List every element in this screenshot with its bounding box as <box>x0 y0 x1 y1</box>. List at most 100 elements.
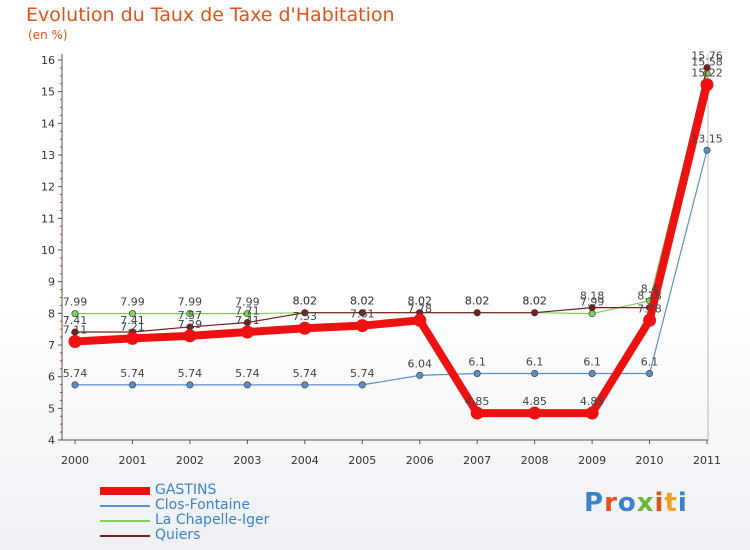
data-point <box>186 310 194 318</box>
data-label: 7.61 <box>350 308 375 321</box>
data-point <box>240 325 254 339</box>
x-tick-label: 2004 <box>291 454 319 467</box>
y-tick-label: 8 <box>48 307 55 320</box>
data-label: 4.85 <box>465 395 490 408</box>
legend-label: La Chapelle-Iger <box>155 512 270 528</box>
data-point <box>183 329 197 343</box>
data-label: 5.74 <box>178 367 203 380</box>
x-tick-label: 2007 <box>463 454 491 467</box>
data-label: 6.04 <box>407 357 432 370</box>
data-label: 6.1 <box>526 356 544 369</box>
y-tick-label: 15 <box>41 86 55 99</box>
data-point <box>358 381 366 389</box>
series-line-la-chapelle-iger <box>75 73 708 315</box>
data-point <box>531 309 539 317</box>
data-point <box>186 381 194 389</box>
data-point <box>71 310 79 318</box>
x-tick-label: 2009 <box>578 454 606 467</box>
data-point <box>470 406 484 420</box>
data-label: 8.18 <box>637 290 662 303</box>
legend-label: Quiers <box>155 527 201 543</box>
data-label: 8.4 <box>641 283 659 296</box>
data-label: 8.02 <box>350 295 375 308</box>
data-point <box>413 313 427 327</box>
data-label: 8.02 <box>407 295 432 308</box>
data-label: 7.78 <box>637 302 662 315</box>
data-label: 15.76 <box>691 50 723 63</box>
data-point <box>528 406 542 420</box>
series-line-gastins <box>74 83 711 418</box>
logo-letter: r <box>604 488 618 518</box>
data-label: 7.53 <box>293 310 318 323</box>
y-tick-label: 4 <box>48 434 55 447</box>
data-point <box>588 369 596 377</box>
legend-label: GASTINS <box>155 482 217 498</box>
data-point <box>128 381 136 389</box>
y-tick-label: 7 <box>48 339 55 352</box>
logo-letter: i <box>677 488 688 518</box>
data-point <box>125 331 139 345</box>
data-label: 5.74 <box>293 367 318 380</box>
data-point <box>243 381 251 389</box>
data-label: 8.02 <box>465 295 490 308</box>
x-tick-label: 2000 <box>61 454 89 467</box>
data-label: 5.74 <box>235 367 260 380</box>
data-point <box>588 304 596 312</box>
data-label: 13.15 <box>691 132 723 145</box>
data-label: 7.41 <box>120 314 145 327</box>
x-tick-label: 2010 <box>636 454 664 467</box>
logo-letter: t <box>664 488 678 518</box>
data-label: 8.02 <box>522 295 547 308</box>
data-label: 7.11 <box>63 324 88 337</box>
data-label: 7.41 <box>63 314 88 327</box>
data-point <box>243 310 251 318</box>
data-label: 7.21 <box>120 320 145 333</box>
legend-swatch <box>100 535 150 537</box>
y-tick-label: 12 <box>41 181 55 194</box>
x-tick-label: 2008 <box>521 454 549 467</box>
data-label: 7.57 <box>178 309 203 322</box>
data-point <box>358 309 366 317</box>
data-label: 4.85 <box>522 395 547 408</box>
data-label: 7.71 <box>235 305 260 318</box>
y-tick-label: 13 <box>41 149 55 162</box>
data-label: 7.78 <box>407 302 432 315</box>
x-tick-label: 2006 <box>406 454 434 467</box>
legend-swatch <box>100 505 150 507</box>
data-label: 15.22 <box>691 67 723 80</box>
logo-letter: i <box>654 488 665 518</box>
data-label: 5.74 <box>120 367 145 380</box>
data-point <box>646 369 654 377</box>
data-point <box>588 310 596 318</box>
y-tick-label: 9 <box>48 276 55 289</box>
data-point <box>700 78 714 92</box>
data-label: 7.99 <box>178 296 203 309</box>
data-label: 8.02 <box>293 295 318 308</box>
data-label: 7.41 <box>235 314 260 327</box>
data-label: 7.99 <box>63 296 88 309</box>
y-tick-label: 16 <box>41 54 55 67</box>
y-tick-label: 5 <box>48 402 55 415</box>
data-point <box>473 369 481 377</box>
data-label: 7.99 <box>120 296 145 309</box>
x-tick-label: 2011 <box>693 454 721 467</box>
chart-subtitle: (en %) <box>28 28 68 42</box>
data-point <box>643 313 657 327</box>
legend-swatch <box>100 520 150 522</box>
logo-letter: P <box>584 488 605 518</box>
data-point <box>585 406 599 420</box>
x-tick-label: 2001 <box>118 454 146 467</box>
data-point <box>71 381 79 389</box>
data-label: 5.74 <box>350 367 375 380</box>
data-label: 8.02 <box>350 295 375 308</box>
legend-swatch <box>100 487 150 495</box>
data-label: 7.99 <box>580 296 605 309</box>
data-point <box>298 321 312 335</box>
data-label: 8.02 <box>407 295 432 308</box>
data-point <box>531 369 539 377</box>
data-label: 6.1 <box>583 356 601 369</box>
data-label: 8.02 <box>465 295 490 308</box>
data-point <box>128 310 136 318</box>
